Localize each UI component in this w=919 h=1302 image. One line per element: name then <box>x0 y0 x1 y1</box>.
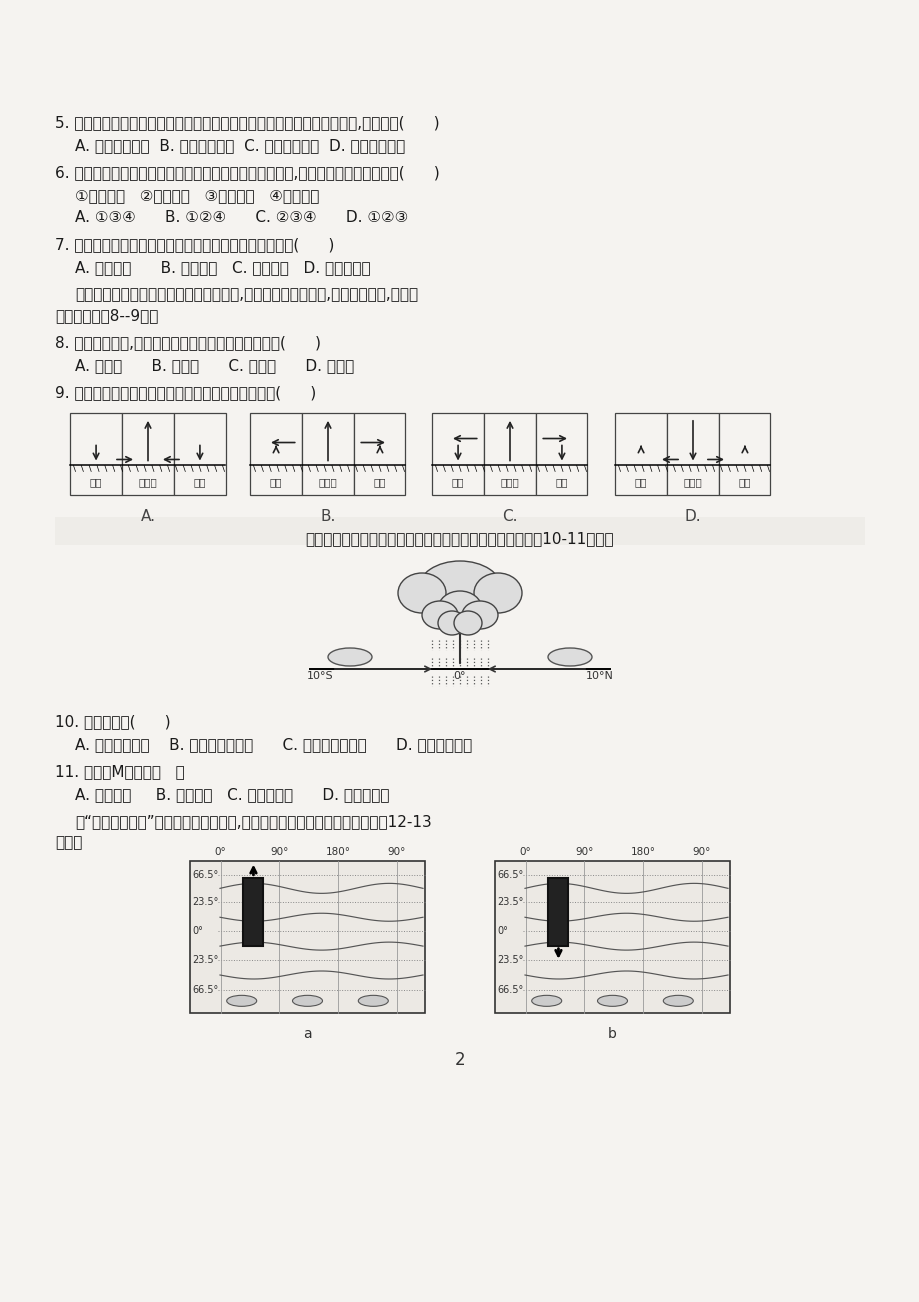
Bar <box>175 413 225 495</box>
Text: 小题。: 小题。 <box>55 835 83 850</box>
Text: 23.5°: 23.5° <box>192 897 218 907</box>
Text: 0°: 0° <box>519 848 531 857</box>
Bar <box>666 413 719 495</box>
Bar <box>244 878 263 945</box>
Text: 10. 该气压带为(      ): 10. 该气压带为( ) <box>55 713 170 729</box>
Text: 0°: 0° <box>214 848 226 857</box>
Text: 90°: 90° <box>387 848 405 857</box>
Ellipse shape <box>663 995 693 1006</box>
Text: 7. 导致此时乙地太阳辐射强度低于丙地的原因可能是乙地(      ): 7. 导致此时乙地太阳辐射强度低于丙地的原因可能是乙地( ) <box>55 237 334 253</box>
Ellipse shape <box>473 573 521 613</box>
Bar <box>432 413 483 495</box>
Text: A. 东南信风     B. 东北信风   C. 盛行西南风      D. 盛行西北风: A. 东南信风 B. 东北信风 C. 盛行西南风 D. 盛行西北风 <box>75 786 389 802</box>
Text: 四周: 四周 <box>373 477 386 487</box>
Ellipse shape <box>461 602 497 629</box>
Text: 篝火堆: 篝火堆 <box>139 477 157 487</box>
Text: 四周: 四周 <box>90 477 102 487</box>
Ellipse shape <box>398 573 446 613</box>
Text: 坤上草原篹火晚会是最吸引人的旅游项目,参与晚会的游客发现,篹火火堆越大,烟气上: 坤上草原篹火晚会是最吸引人的旅游项目,参与晚会的游客发现,篹火火堆越大,烟气上 <box>75 286 417 302</box>
Text: 四周: 四周 <box>269 477 282 487</box>
Text: 四周: 四周 <box>451 477 464 487</box>
Bar <box>71 413 121 495</box>
Bar <box>250 413 301 495</box>
Text: 9. 下图中能够反映篹火堆及其周边烟气运动情况的是(      ): 9. 下图中能够反映篹火堆及其周边烟气运动情况的是( ) <box>55 385 316 400</box>
Text: 四周: 四周 <box>555 477 568 487</box>
Text: 8. 篹火火堆越大,烟气上升越高的主要原因是篹火附近(      ): 8. 篹火火堆越大,烟气上升越高的主要原因是篹火附近( ) <box>55 335 321 350</box>
Bar <box>190 861 425 1013</box>
Ellipse shape <box>531 995 562 1006</box>
Text: 篝火堆: 篝火堆 <box>500 477 519 487</box>
Text: M: M <box>566 654 577 667</box>
Ellipse shape <box>417 561 502 617</box>
Bar <box>301 413 354 495</box>
Text: 0°: 0° <box>496 926 507 936</box>
Text: 10°N: 10°N <box>585 671 613 681</box>
Text: A. 风力大      B. 亮度大      C. 气温高      D. 气压高: A. 风力大 B. 亮度大 C. 气温高 D. 气压高 <box>75 358 354 372</box>
Ellipse shape <box>226 995 256 1006</box>
Text: 23.5°: 23.5° <box>496 897 523 907</box>
Text: 读“大陆空气柱图”（图中圆柱为空气柱,箭头表示空气垂直运动方向），回等12-13: 读“大陆空气柱图”（图中圆柱为空气柱,箭头表示空气垂直运动方向），回等12-13 <box>75 814 431 829</box>
Text: A. 甲地海拔最高  B. 乙地海拔最低  C. 丙地海拔最低  D. 丁地海拔最高: A. 甲地海拔最高 B. 乙地海拔最低 C. 丙地海拔最低 D. 丁地海拔最高 <box>75 138 404 154</box>
Text: 四周: 四周 <box>634 477 647 487</box>
Bar <box>483 413 536 495</box>
Ellipse shape <box>437 591 482 628</box>
Text: 66.5°: 66.5° <box>192 870 218 880</box>
Text: 下图为某气压带所处位置及气流运动状况示意图，读图完成10-11小题。: 下图为某气压带所处位置及气流运动状况示意图，读图完成10-11小题。 <box>305 531 614 546</box>
Text: A. 天气晴朗      B. 云层较厚   C. 处于夜晚   D. 发生日全食: A. 天气晴朗 B. 云层较厚 C. 处于夜晚 D. 发生日全食 <box>75 260 370 275</box>
Ellipse shape <box>548 648 591 667</box>
Text: 180°: 180° <box>630 848 655 857</box>
Text: 90°: 90° <box>574 848 593 857</box>
Text: 90°: 90° <box>270 848 289 857</box>
Bar <box>121 413 175 495</box>
Text: b: b <box>607 1027 617 1042</box>
Text: D.: D. <box>684 509 700 523</box>
Bar <box>615 413 666 495</box>
Text: ①散射作用   ②屏蔽作用   ③反射作用   ④吸收作用: ①散射作用 ②屏蔽作用 ③反射作用 ④吸收作用 <box>75 187 319 203</box>
Text: 23.5°: 23.5° <box>192 954 218 965</box>
Ellipse shape <box>596 995 627 1006</box>
Ellipse shape <box>328 648 371 667</box>
Text: 0°: 0° <box>453 671 466 681</box>
Text: B.: B. <box>320 509 335 523</box>
Ellipse shape <box>357 995 388 1006</box>
Text: 6. 太阳光线经过大气的路程影响到达地面的太阳辐射强度,是因为大气对太阳辐射的(      ): 6. 太阳光线经过大气的路程影响到达地面的太阳辐射强度,是因为大气对太阳辐射的(… <box>55 165 439 180</box>
Text: A. ①③④      B. ①②④      C. ②③④      D. ①②③: A. ①③④ B. ①②④ C. ②③④ D. ①②③ <box>75 210 408 225</box>
Bar <box>494 861 729 1013</box>
Text: 升越高。回等8--9题。: 升越高。回等8--9题。 <box>55 309 158 323</box>
Text: 2: 2 <box>454 1051 465 1069</box>
Text: 10°S: 10°S <box>306 671 333 681</box>
Text: 篝火堆: 篝火堆 <box>318 477 337 487</box>
Text: 90°: 90° <box>692 848 710 857</box>
Ellipse shape <box>437 611 466 635</box>
Bar <box>719 413 770 495</box>
Ellipse shape <box>292 995 323 1006</box>
Ellipse shape <box>453 611 482 635</box>
Text: 66.5°: 66.5° <box>496 870 523 880</box>
Text: 篝火堆: 篝火堆 <box>683 477 701 487</box>
Text: 5. 若图中甲、丙、丁三地太阳辐射强度的差异是由地形地势的差异形成的,则三地中(      ): 5. 若图中甲、丙、丁三地太阳辐射强度的差异是由地形地势的差异形成的,则三地中(… <box>55 115 439 130</box>
Text: 四周: 四周 <box>738 477 750 487</box>
Bar <box>548 878 568 945</box>
Text: 66.5°: 66.5° <box>496 986 523 995</box>
Bar <box>536 413 587 495</box>
Ellipse shape <box>422 602 458 629</box>
Text: 66.5°: 66.5° <box>192 986 218 995</box>
Bar <box>354 413 405 495</box>
Bar <box>55 517 864 546</box>
Text: a: a <box>303 1027 312 1042</box>
Text: 23.5°: 23.5° <box>496 954 523 965</box>
Text: C.: C. <box>502 509 517 523</box>
Text: A. 赤道低气压带    B. 副热带高气压带      C. 副极地低气压带      D. 极地高气压带: A. 赤道低气压带 B. 副热带高气压带 C. 副极地低气压带 D. 极地高气压… <box>75 737 471 753</box>
Text: 180°: 180° <box>325 848 350 857</box>
Text: A.: A. <box>141 509 155 523</box>
Text: 四周: 四周 <box>194 477 206 487</box>
Text: 11. 此时，M地盛行（   ）: 11. 此时，M地盛行（ ） <box>55 764 185 779</box>
Text: 0°: 0° <box>192 926 203 936</box>
